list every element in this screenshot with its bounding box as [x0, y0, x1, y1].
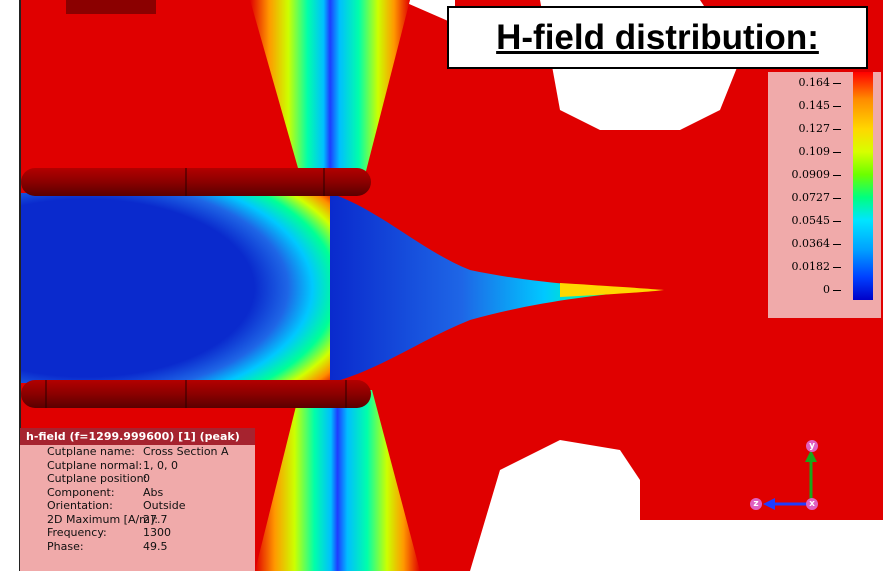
- legend-tick: 0.0364: [792, 238, 841, 250]
- axis-triad[interactable]: y z x: [745, 436, 825, 516]
- info-row: Cutplane position: 0: [47, 472, 150, 485]
- info-row: Cutplane name: Cross Section A: [47, 445, 229, 458]
- legend-tick: 0.0909: [792, 169, 841, 181]
- legend-tick: 0.109: [799, 146, 841, 158]
- info-row: Component: Abs: [47, 485, 164, 499]
- info-row: Phase: 49.5: [47, 539, 168, 553]
- axis-arrows: [763, 450, 817, 510]
- y-axis-icon: y: [806, 440, 818, 452]
- info-header: h-field (f=1299.999600) [1] (peak): [20, 428, 255, 445]
- legend-tick: 0.164: [799, 77, 841, 89]
- title-box: H-field distribution:: [447, 6, 868, 69]
- legend-tick: 0.0727: [792, 192, 841, 204]
- info-row: Orientation: Outside: [47, 499, 186, 512]
- legend-tick: 0.0182: [792, 261, 841, 273]
- z-axis-icon: z: [750, 498, 762, 510]
- legend-tick: 0.0545: [792, 215, 841, 227]
- info-row: Cutplane normal: 1, 0, 0: [47, 458, 178, 472]
- legend-tick: 0: [823, 284, 841, 296]
- legend-tick: 0.145: [799, 100, 841, 112]
- colorbar: [853, 72, 873, 300]
- info-row: Frequency: 1300: [47, 526, 171, 539]
- chart-title: H-field distribution:: [496, 17, 819, 57]
- x-axis-icon: x: [806, 498, 818, 510]
- info-panel: h-field (f=1299.999600) [1] (peak) Cutpl…: [20, 428, 255, 571]
- legend-tick: 0.127: [799, 123, 841, 135]
- info-row: 2D Maximum [A/m]: 27.7: [47, 512, 168, 526]
